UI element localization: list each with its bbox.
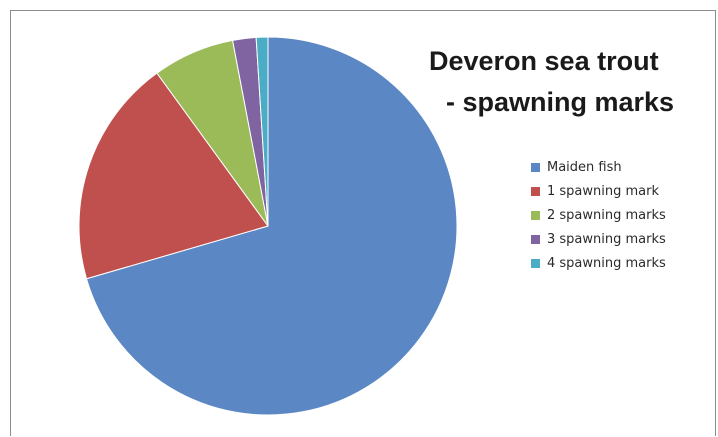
- legend-label: 1 spawning mark: [547, 183, 660, 199]
- pie-chart: [78, 36, 458, 416]
- chart-title: Deveron sea trout - spawning marks: [429, 41, 713, 123]
- legend-swatch: [531, 210, 540, 220]
- chart-area: Deveron sea trout - spawning marks Maide…: [10, 10, 716, 436]
- legend-label: 2 spawning marks: [547, 207, 666, 223]
- legend-label: Maiden fish: [547, 159, 622, 175]
- legend-item-maiden-fish: Maiden fish: [531, 155, 718, 179]
- legend-item-4-spawning-marks: 4 spawning marks: [531, 252, 718, 276]
- legend-item-3-spawning-marks: 3 spawning marks: [531, 228, 718, 252]
- pie-slice-maiden-fish: [85, 36, 458, 416]
- legend-label: 3 spawning marks: [547, 232, 666, 248]
- legend-label: 4 spawning marks: [547, 256, 666, 272]
- pie-slice-1-spawning-mark: [78, 72, 269, 280]
- legend-item-1-spawning-mark: 1 spawning mark: [531, 179, 718, 203]
- chart-title-line-2: - spawning marks: [446, 87, 675, 117]
- legend-swatch: [531, 235, 540, 245]
- legend: Maiden fish 1 spawning mark 2 spawning m…: [531, 155, 718, 276]
- pie-slices: [78, 36, 458, 416]
- legend-swatch: [531, 259, 540, 269]
- pie-slice-4-spawning-marks: [255, 36, 269, 227]
- legend-swatch: [531, 186, 540, 196]
- legend-swatch: [531, 162, 540, 172]
- legend-item-2-spawning-marks: 2 spawning marks: [531, 203, 718, 227]
- chart-title-line-1: Deveron sea trout: [429, 46, 659, 76]
